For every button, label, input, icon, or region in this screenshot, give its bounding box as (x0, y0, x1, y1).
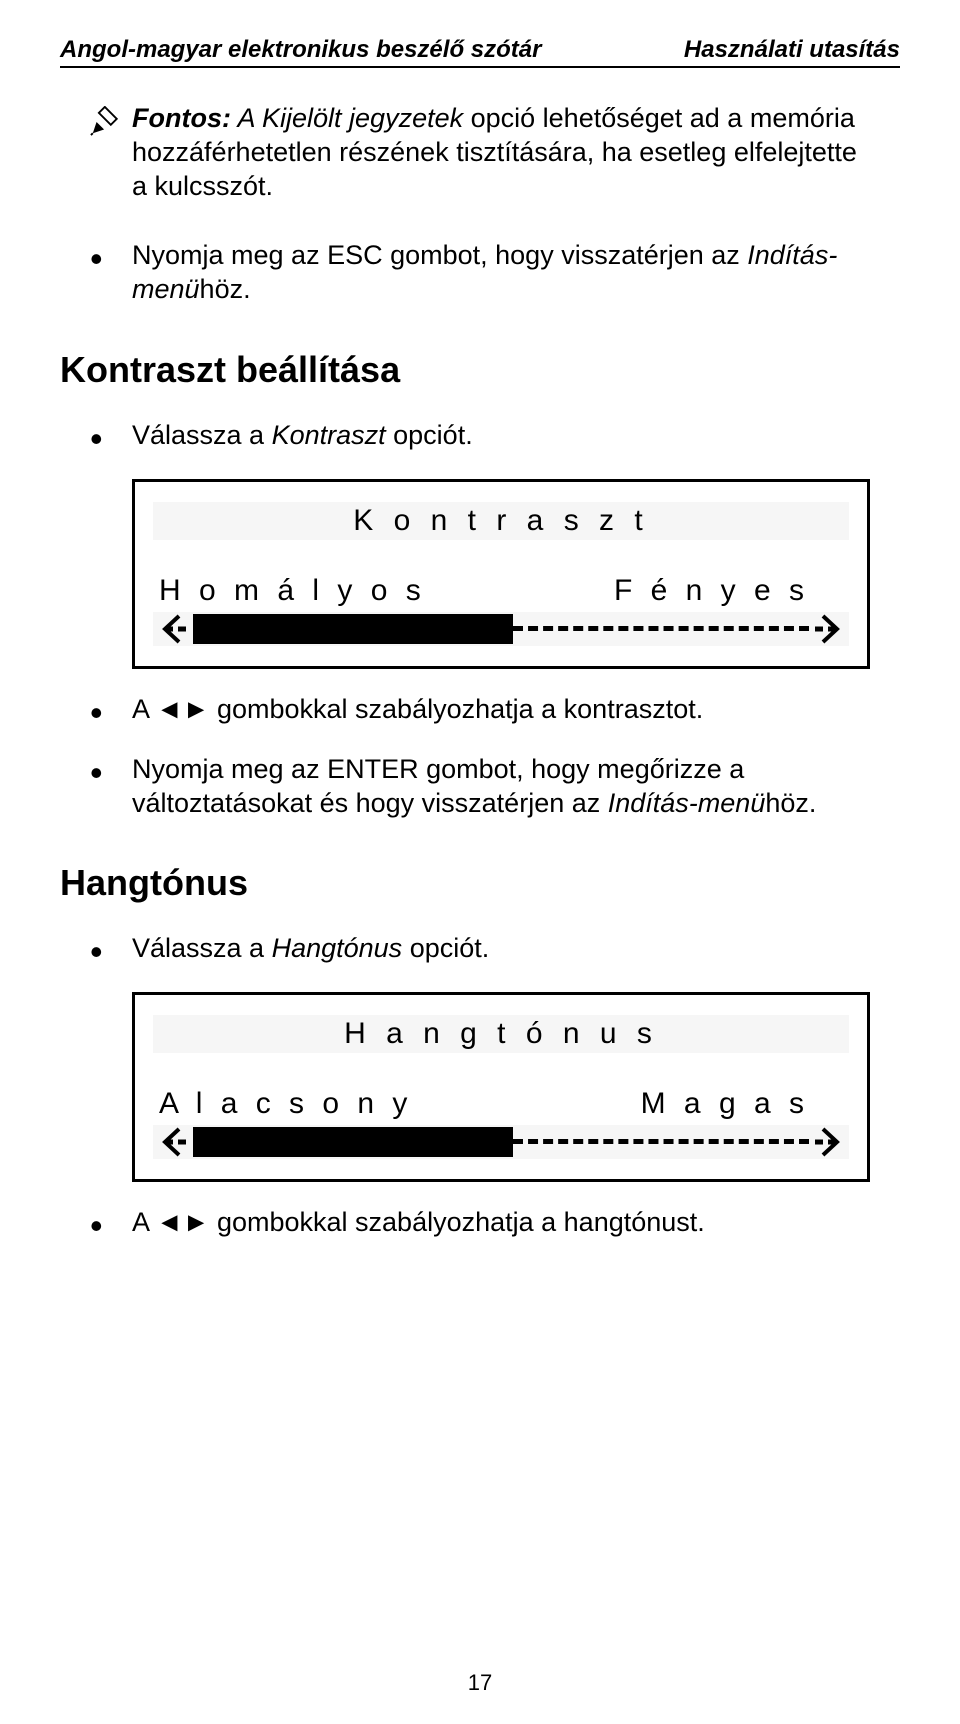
bullet-arrows-kontraszt-text: A ◄► gombokkal szabályozhatja a kontrasz… (132, 693, 703, 727)
page: Angol-magyar elektronikus beszélő szótár… (0, 0, 960, 1724)
label-alacsony: A l a c s o n y (159, 1087, 412, 1121)
bullet-select-kontraszt: • Válassza a Kontraszt opciót. (90, 419, 870, 457)
header: Angol-magyar elektronikus beszélő szótár… (60, 36, 900, 66)
bullet-enter-text: Nyomja meg az ENTER gombot, hogy megőriz… (132, 753, 870, 821)
slider-arrow-right-icon[interactable] (815, 612, 843, 646)
slider-fill (193, 614, 513, 644)
bullet-icon: • (90, 419, 132, 457)
bullet-esc-text: Nyomja meg az ESC gombot, hogy visszatér… (132, 239, 870, 307)
bullet-icon: • (90, 753, 132, 791)
screen-kontraszt-title: K o n t r a s z t (153, 502, 849, 540)
header-underline (60, 66, 900, 68)
slider-arrow-right-icon[interactable] (815, 1125, 843, 1159)
screen-hangtonus: H a n g t ó n u s A l a c s o n y M a g … (132, 992, 870, 1182)
label-magas: M a g a s (641, 1087, 809, 1121)
bullet-select-kontraszt-text: Válassza a Kontraszt opciót. (132, 419, 473, 453)
screen-kontraszt-labels: H o m á l y o s F é n y e s (153, 574, 849, 610)
important-note-text: Fontos: A Kijelölt jegyzetek opció lehet… (132, 102, 870, 203)
bullet-arrows-kontraszt: • A ◄► gombokkal szabályozhatja a kontra… (90, 693, 870, 731)
header-left: Angol-magyar elektronikus beszélő szótár (60, 36, 541, 64)
bullet-select-hangtonus-text: Válassza a Hangtónus opciót. (132, 932, 489, 966)
header-right: Használati utasítás (684, 36, 900, 64)
bullet-icon: • (90, 932, 132, 970)
bullet-enter: • Nyomja meg az ENTER gombot, hogy megőr… (90, 753, 870, 821)
bullet-arrows-hangtonus-text: A ◄► gombokkal szabályozhatja a hangtónu… (132, 1206, 705, 1240)
important-prefix: Fontos: (132, 103, 231, 133)
section-kontraszt-title: Kontraszt beállítása (60, 349, 900, 391)
pencil-icon (90, 106, 124, 141)
slider-dash (513, 626, 809, 637)
section-hangtonus-title: Hangtónus (60, 862, 900, 904)
label-fenyes: F é n y e s (614, 574, 809, 608)
label-homalyos: H o m á l y o s (159, 574, 426, 608)
slider-arrow-left-icon[interactable] (159, 612, 187, 646)
slider-fill (193, 1127, 513, 1157)
screen-hangtonus-labels: A l a c s o n y M a g a s (153, 1087, 849, 1123)
bullet-select-hangtonus: • Válassza a Hangtónus opciót. (90, 932, 870, 970)
bullet-icon: • (90, 693, 132, 731)
bullet-arrows-hangtonus: • A ◄► gombokkal szabályozhatja a hangtó… (90, 1206, 870, 1244)
hangtonus-slider[interactable] (153, 1125, 849, 1159)
important-note: Fontos: A Kijelölt jegyzetek opció lehet… (90, 102, 870, 203)
screen-kontraszt: K o n t r a s z t H o m á l y o s F é n … (132, 479, 870, 669)
bullet-icon: • (90, 239, 132, 277)
kontraszt-slider[interactable] (153, 612, 849, 646)
slider-arrow-left-icon[interactable] (159, 1125, 187, 1159)
bullet-esc: • Nyomja meg az ESC gombot, hogy visszat… (90, 239, 870, 307)
screen-hangtonus-title: H a n g t ó n u s (153, 1015, 849, 1053)
bullet-icon: • (90, 1206, 132, 1244)
slider-dash (513, 1139, 809, 1150)
page-number: 17 (0, 1670, 960, 1696)
